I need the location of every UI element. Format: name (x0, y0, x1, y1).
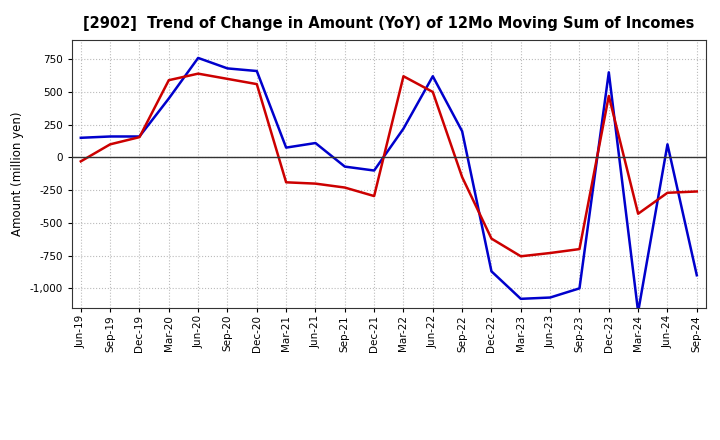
Ordinary Income (282, 145, 290, 150)
Net Income (693, 189, 701, 194)
Ordinary Income (634, 309, 642, 315)
Net Income (194, 71, 202, 76)
Net Income (370, 194, 379, 199)
Net Income (311, 181, 320, 186)
Ordinary Income (341, 164, 349, 169)
Title: [2902]  Trend of Change in Amount (YoY) of 12Mo Moving Sum of Incomes: [2902] Trend of Change in Amount (YoY) o… (83, 16, 695, 32)
Ordinary Income (76, 135, 85, 140)
Line: Ordinary Income: Ordinary Income (81, 58, 697, 312)
Net Income (253, 81, 261, 87)
Net Income (106, 142, 114, 147)
Ordinary Income (605, 70, 613, 75)
Net Income (663, 190, 672, 195)
Ordinary Income (546, 295, 554, 300)
Ordinary Income (428, 73, 437, 79)
Net Income (575, 246, 584, 252)
Ordinary Income (223, 66, 232, 71)
Net Income (516, 253, 525, 259)
Ordinary Income (311, 140, 320, 146)
Net Income (399, 73, 408, 79)
Net Income (605, 93, 613, 99)
Net Income (428, 89, 437, 95)
Ordinary Income (516, 296, 525, 301)
Line: Net Income: Net Income (81, 73, 697, 256)
Net Income (76, 159, 85, 164)
Ordinary Income (370, 168, 379, 173)
Net Income (282, 180, 290, 185)
Ordinary Income (106, 134, 114, 139)
Net Income (223, 76, 232, 81)
Net Income (135, 135, 144, 140)
Ordinary Income (458, 128, 467, 134)
Net Income (458, 174, 467, 180)
Ordinary Income (194, 55, 202, 61)
Ordinary Income (399, 126, 408, 131)
Ordinary Income (487, 269, 496, 274)
Net Income (487, 236, 496, 241)
Net Income (634, 211, 642, 216)
Ordinary Income (135, 134, 144, 139)
Ordinary Income (575, 286, 584, 291)
Net Income (341, 185, 349, 190)
Net Income (546, 250, 554, 256)
Y-axis label: Amount (million yen): Amount (million yen) (12, 112, 24, 236)
Ordinary Income (663, 142, 672, 147)
Ordinary Income (693, 273, 701, 278)
Ordinary Income (164, 96, 173, 101)
Net Income (164, 77, 173, 83)
Ordinary Income (253, 68, 261, 73)
